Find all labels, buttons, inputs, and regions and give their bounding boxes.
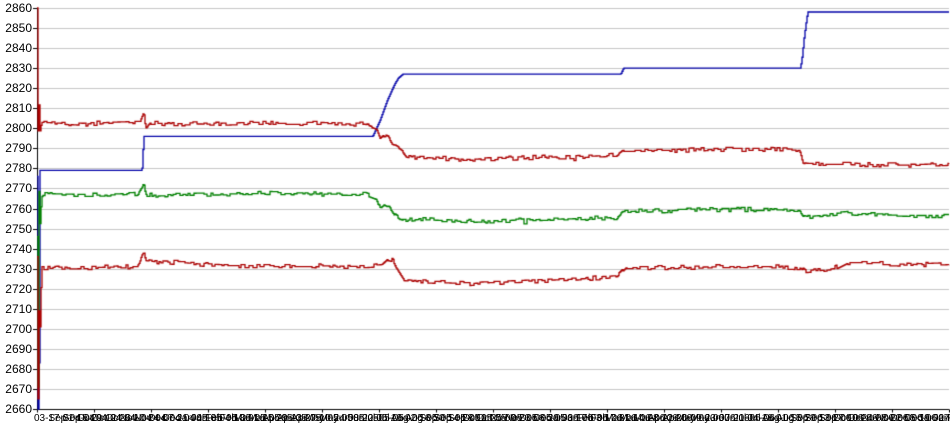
x-axis-tick-label: 15-Sep-06	[790, 413, 837, 424]
x-axis-tick-label: 07-Jul-06	[718, 413, 761, 424]
x-axis-tick-label: 29-Apr-05	[276, 413, 322, 424]
x-axis-tick-label: 03-Mar-06	[590, 413, 637, 424]
x-axis-tick-label: 18-Feb-05	[205, 413, 252, 424]
y-axis-tick-label: 2660	[5, 402, 32, 416]
x-axis-tick-label: 26-May-06	[676, 413, 724, 424]
y-axis-tick-label: 2850	[5, 21, 32, 36]
y-axis-tick-label: 2790	[5, 141, 32, 156]
x-axis-tick-label: 19-Jan-07	[918, 413, 950, 424]
x-axis-tick-label: 17-Feb-06	[576, 413, 623, 424]
x-axis-tick-label: 10-Dec-04	[133, 413, 181, 424]
x-axis-tick-label: 15-Oct-04	[76, 413, 122, 424]
x-axis-tick-label: 02-Feb-07	[933, 413, 950, 424]
x-axis-tick-label: 08-Dec-06	[875, 413, 923, 424]
x-axis-tick-label: 03-Feb-06	[561, 413, 609, 424]
x-axis-tick-label: 18-Mar-05	[233, 413, 280, 424]
x-axis-tick-label: 14-Oct-05	[447, 413, 493, 424]
x-axis-tick-label: 06-Jan-06	[533, 413, 579, 424]
x-axis-tick-label: 01-Apr-05	[248, 413, 293, 424]
x-axis-tick-label: 19-Aug-05	[390, 413, 438, 424]
x-axis-tick-label: 28-Oct-05	[462, 413, 507, 424]
y-axis-tick-label: 2770	[5, 181, 32, 196]
x-axis-tick-label: 02-Sep-05	[405, 413, 452, 424]
y-axis-tick-label: 2680	[5, 361, 32, 376]
x-axis-tick-label: 17-Sep-04	[48, 413, 95, 424]
x-axis-tick-label: 01-Oct-04	[62, 413, 107, 424]
y-axis-tick-label: 2710	[5, 301, 32, 316]
x-axis-tick-label: 14-Apr-06	[633, 413, 678, 424]
y-axis-tick-label: 2840	[5, 41, 32, 56]
y-axis-tick-label: 2860	[5, 1, 32, 15]
y-axis-labels: 2860 2850 2840 2830 2820 2810 2800 2790 2780 2770…	[0, 0, 33, 420]
x-axis-tick-label: 31-Mar-06	[619, 413, 666, 424]
y-axis-tick-label: 2780	[5, 161, 32, 176]
x-axis-tick-label: 21-Jul-06	[733, 413, 775, 424]
x-axis-tick-label: 25-Nov-05	[490, 413, 538, 424]
x-axis-tick-label: 13-Oct-06	[818, 413, 864, 424]
y-axis-tick-label: 2740	[5, 241, 32, 256]
x-axis-tick-label: 29-Oct-04	[91, 413, 136, 424]
x-axis-tick-label: 09-Jun-06	[690, 413, 736, 424]
y-axis-tick-label: 2760	[5, 201, 32, 216]
x-axis-tick-label: 11-Nov-05	[476, 413, 523, 424]
y-axis-tick-label: 2700	[5, 321, 32, 336]
x-axis-tick-label: 12-Nov-04	[105, 413, 153, 424]
x-axis-tick-label: 24-Dec-04	[148, 413, 195, 424]
x-axis-tick-label: 26-Nov-04	[119, 413, 167, 424]
x-axis-tick-label: 18-Aug-06	[761, 413, 809, 424]
x-axis-tick-label: 13-May-05	[290, 413, 339, 424]
y-axis-tick-label: 2820	[5, 81, 32, 96]
x-axis-tick-label: 04-Mar-05	[219, 413, 266, 424]
x-axis-tick-label: 17-Mar-06	[604, 413, 651, 424]
x-axis-labels: 03-Sep-04 17-Sep-04 01-Oct-04 15-Oct-04 29-O…	[0, 413, 950, 427]
y-axis-tick-label: 2730	[5, 261, 32, 276]
y-axis-tick-label: 2750	[5, 221, 32, 236]
x-axis-tick-label: 27-May-05	[305, 413, 353, 424]
x-axis-tick-label: 20-Jan-06	[547, 413, 593, 424]
y-axis-tick-label: 2830	[5, 61, 32, 76]
x-axis-tick-label: 16-Sep-05	[419, 413, 466, 424]
x-axis-tick-label: 07-Jan-05	[162, 413, 208, 424]
x-axis-tick-label: 04-Aug-06	[747, 413, 795, 424]
x-axis-tick-label: 30-Sep-05	[433, 413, 481, 424]
x-axis-tick-label: 24-Jun-05	[333, 413, 379, 424]
x-axis-tick-label: 04-Feb-05	[190, 413, 238, 424]
x-axis-tick-label: 22-Jul-05	[362, 413, 404, 424]
y-axis-tick-label: 2810	[5, 101, 32, 116]
x-axis-tick-label: 29-Sep-06	[804, 413, 852, 424]
x-axis-tick-label: 28-Apr-06	[647, 413, 693, 424]
x-axis-tick-label: 08-Jul-05	[347, 413, 390, 424]
x-axis-tick-label: 05-Jan-07	[904, 413, 950, 424]
x-axis-tick-label: 09-Dec-05	[504, 413, 552, 424]
x-axis-tick-label: 15-Apr-05	[262, 413, 307, 424]
y-axis-tick-label: 2670	[5, 381, 32, 396]
x-axis-tick-label: 10-Nov-06	[847, 413, 895, 424]
x-axis-tick-label: 21-Jan-05	[176, 413, 222, 424]
x-axis-tick-label: 01-Sep-06	[776, 413, 823, 424]
x-axis-tick-label: 10-Jun-05	[319, 413, 365, 424]
y-axis-tick-label: 2720	[5, 281, 32, 296]
y-axis-tick-label: 2690	[5, 341, 32, 356]
x-axis-tick-label: 05-Aug-05	[376, 413, 424, 424]
x-axis-tick-label: 23-Jun-06	[704, 413, 750, 424]
x-axis-tick-label: 27-Oct-06	[833, 413, 878, 424]
y-axis-tick-label: 2800	[5, 121, 32, 136]
x-axis-tick-label: 03-Sep-04	[34, 413, 81, 424]
x-axis-tick-label: 22-Dec-06	[890, 413, 937, 424]
x-axis-tick-label: 23-Dec-05	[519, 413, 566, 424]
x-axis-tick-label: 24-Nov-06	[861, 413, 909, 424]
x-axis-tick-label: 12-May-06	[661, 413, 710, 424]
